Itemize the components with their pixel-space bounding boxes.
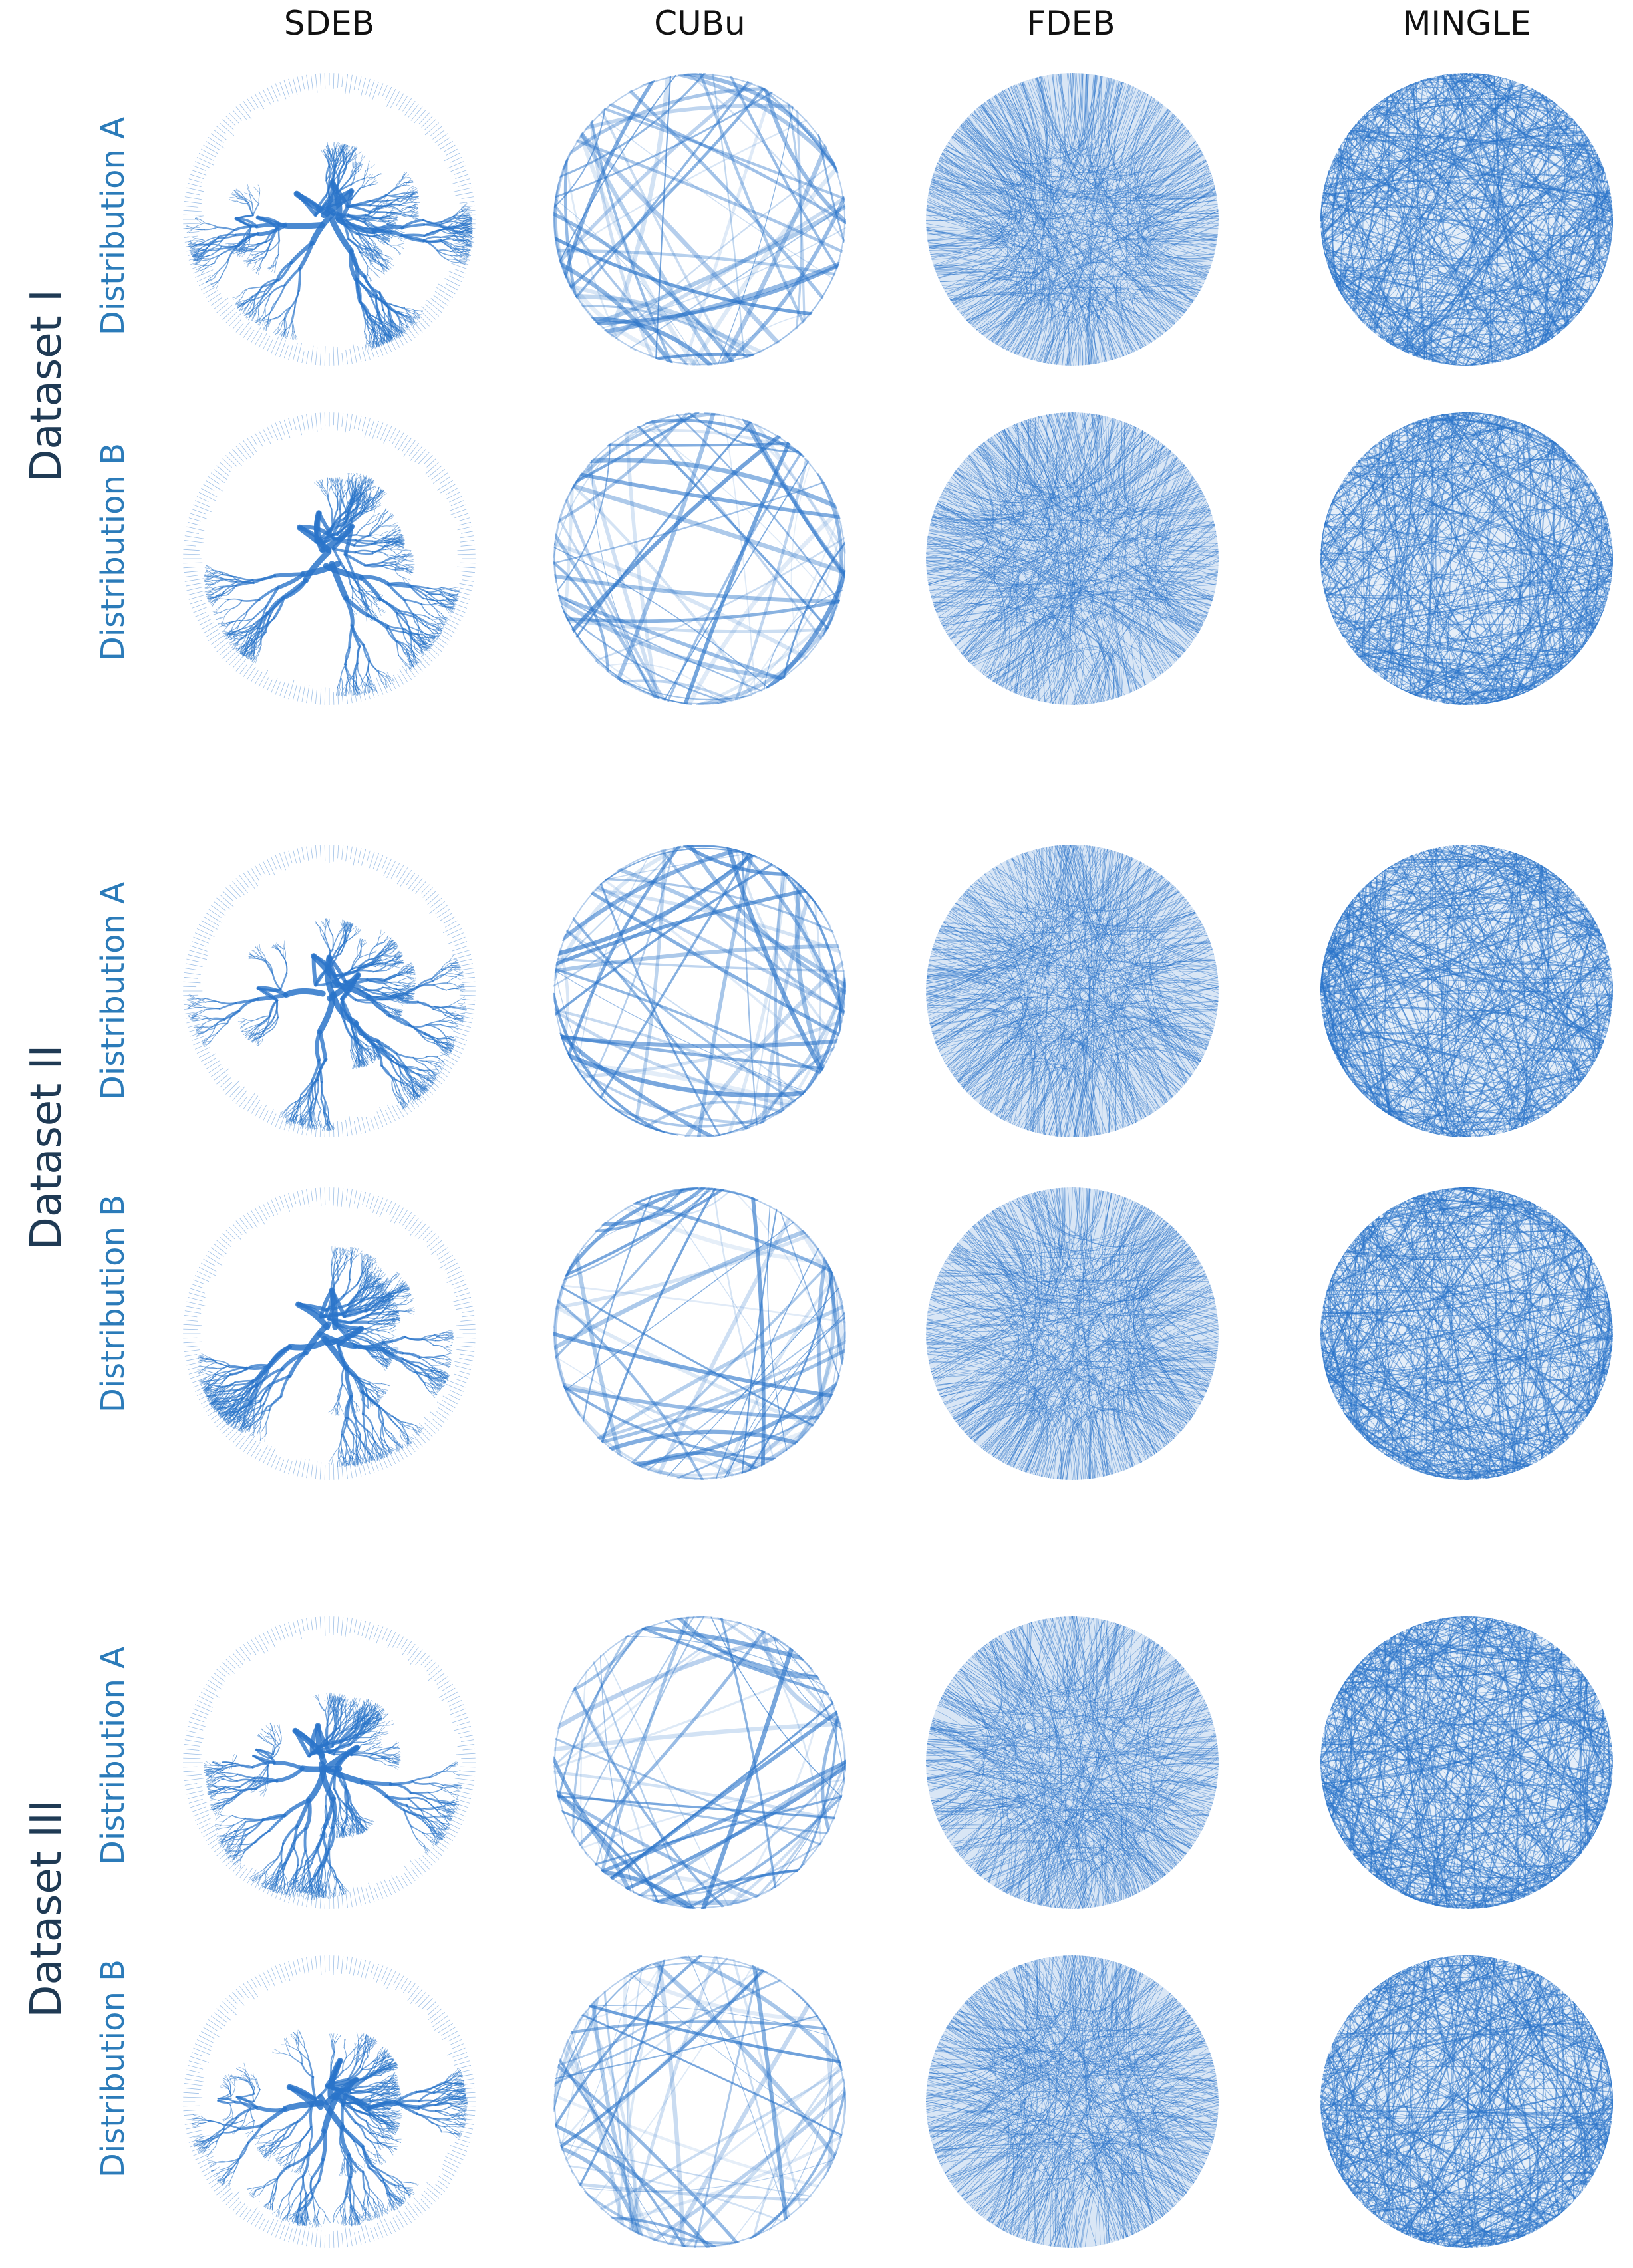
- cubu-bundled-graph: [550, 841, 849, 1141]
- dataset-label-2: Dataset II: [22, 1044, 71, 1250]
- distribution-label: Distribution A: [94, 881, 132, 1101]
- fdeb-bundled-graph: [923, 1613, 1222, 1912]
- cubu-edge-drawing: [553, 1187, 846, 1480]
- cubu-bundled-graph: [550, 409, 849, 708]
- sdeb-bundled-graph: [180, 1184, 479, 1483]
- sdeb-bundled-graph: [180, 409, 479, 708]
- cubu-edge-drawing: [553, 845, 846, 1137]
- mingle-edge-drawing: [1320, 845, 1613, 1137]
- mingle-bundled-graph: [1317, 841, 1616, 1141]
- dataset-label-3: Dataset III: [22, 1800, 71, 2018]
- mingle-bundled-graph: [1317, 1952, 1616, 2251]
- cubu-bundled-graph: [550, 1613, 849, 1912]
- fdeb-edge-drawing: [926, 845, 1219, 1137]
- sdeb-edge-drawing: [183, 412, 476, 705]
- distribution-label: Distribution B: [94, 442, 132, 662]
- cubu-edge-drawing: [553, 73, 846, 366]
- column-header-fdeb: FDEB: [1026, 4, 1115, 43]
- fdeb-edge-drawing: [926, 1616, 1219, 1909]
- mingle-bundled-graph: [1317, 409, 1616, 708]
- mingle-edge-drawing: [1320, 1187, 1613, 1480]
- fdeb-bundled-graph: [923, 70, 1222, 369]
- fdeb-edge-drawing: [926, 73, 1219, 366]
- distribution-label: Distribution B: [94, 1194, 132, 1413]
- cubu-edge-drawing: [553, 1955, 846, 2248]
- cubu-edge-drawing: [553, 1616, 846, 1909]
- sdeb-edge-drawing: [183, 73, 476, 366]
- sdeb-edge-drawing: [183, 1616, 476, 1909]
- mingle-bundled-graph: [1317, 70, 1616, 369]
- cubu-bundled-graph: [550, 1952, 849, 2251]
- fdeb-edge-drawing: [926, 412, 1219, 705]
- mingle-edge-drawing: [1320, 1616, 1613, 1909]
- cubu-bundled-graph: [550, 1184, 849, 1483]
- cubu-edge-drawing: [553, 412, 846, 705]
- mingle-edge-drawing: [1320, 73, 1613, 366]
- mingle-edge-drawing: [1320, 412, 1613, 705]
- mingle-bundled-graph: [1317, 1613, 1616, 1912]
- sdeb-edge-drawing: [183, 1955, 476, 2248]
- distribution-label: Distribution A: [94, 116, 132, 336]
- column-header-cubu: CUBu: [654, 4, 746, 43]
- fdeb-edge-drawing: [926, 1955, 1219, 2248]
- dataset-label-1: Dataset I: [22, 289, 71, 482]
- sdeb-bundled-graph: [180, 1613, 479, 1912]
- sdeb-edge-drawing: [183, 1187, 476, 1480]
- sdeb-bundled-graph: [180, 841, 479, 1141]
- distribution-label: Distribution A: [94, 1646, 132, 1866]
- fdeb-bundled-graph: [923, 841, 1222, 1141]
- sdeb-bundled-graph: [180, 1952, 479, 2251]
- fdeb-bundled-graph: [923, 409, 1222, 708]
- mingle-bundled-graph: [1317, 1184, 1616, 1483]
- sdeb-bundled-graph: [180, 70, 479, 369]
- fdeb-bundled-graph: [923, 1952, 1222, 2251]
- cubu-bundled-graph: [550, 70, 849, 369]
- distribution-label: Distribution B: [94, 1959, 132, 2178]
- fdeb-edge-drawing: [926, 1187, 1219, 1480]
- mingle-edge-drawing: [1320, 1955, 1613, 2248]
- column-header-mingle: MINGLE: [1402, 4, 1531, 43]
- sdeb-edge-drawing: [183, 845, 476, 1137]
- fdeb-bundled-graph: [923, 1184, 1222, 1483]
- column-header-sdeb: SDEB: [283, 4, 375, 43]
